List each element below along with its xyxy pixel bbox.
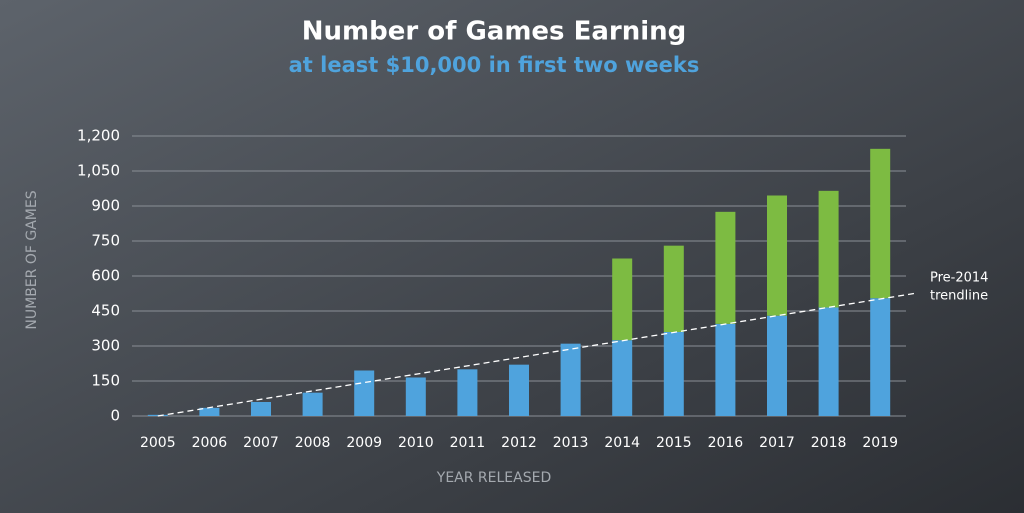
x-tick-label: 2016 — [708, 435, 744, 451]
bar-segment — [818, 307, 839, 416]
bar-segment — [354, 370, 375, 416]
trendline-label: trendline — [930, 289, 988, 304]
bar-segment — [199, 407, 220, 416]
y-tick-label: 150 — [91, 372, 120, 390]
y-tick-label: 1,050 — [77, 162, 120, 180]
x-tick-label: 2013 — [553, 435, 589, 451]
x-tick-label: 2006 — [192, 435, 228, 451]
chart-title: Number of Games Earning — [302, 17, 687, 47]
bar-segment — [767, 195, 787, 316]
bar-segment — [767, 315, 787, 416]
bar-segment — [870, 298, 891, 416]
x-tick-label: 2015 — [656, 435, 692, 451]
bar-segment — [663, 245, 684, 332]
bar-segment — [818, 190, 839, 308]
bar-segment — [612, 258, 633, 341]
x-tick-label: 2012 — [501, 435, 537, 451]
bar-segment — [715, 211, 736, 324]
y-tick-label: 0 — [110, 407, 120, 425]
x-tick-label: 2011 — [450, 435, 486, 451]
bar-segment — [870, 148, 891, 299]
y-tick-label: 1,200 — [77, 127, 120, 145]
x-tick-label: 2018 — [811, 435, 847, 451]
x-tick-label: 2008 — [295, 435, 331, 451]
bar-segment — [560, 343, 581, 416]
y-tick-label: 900 — [91, 197, 120, 215]
bar-segment — [457, 369, 478, 416]
chart-subtitle: at least $10,000 in first two weeks — [289, 53, 700, 77]
x-tick-label: 2007 — [243, 435, 279, 451]
x-tick-label: 2019 — [862, 435, 898, 451]
x-tick-label: 2017 — [759, 435, 795, 451]
x-tick-label: 2010 — [398, 435, 434, 451]
x-axis-title: YEAR RELEASED — [436, 470, 551, 486]
y-tick-label: 600 — [91, 267, 120, 285]
bar-segment — [663, 332, 684, 416]
bar-segment — [302, 392, 323, 416]
y-tick-label: 300 — [91, 337, 120, 355]
bar-segment — [509, 364, 529, 416]
y-tick-label: 750 — [91, 232, 120, 250]
trendline — [157, 292, 915, 417]
x-tick-label: 2014 — [604, 435, 640, 451]
bar-segment — [251, 402, 271, 416]
bar-segment — [405, 377, 426, 416]
x-tick-label: 2009 — [346, 435, 382, 451]
trendline-label: Pre-2014 — [930, 271, 988, 286]
y-tick-label: 450 — [91, 302, 120, 320]
bar-segment — [715, 323, 736, 416]
x-tick-label: 2005 — [140, 435, 176, 451]
y-axis-title: NUMBER OF GAMES — [24, 190, 40, 329]
bar-segment — [612, 340, 633, 416]
